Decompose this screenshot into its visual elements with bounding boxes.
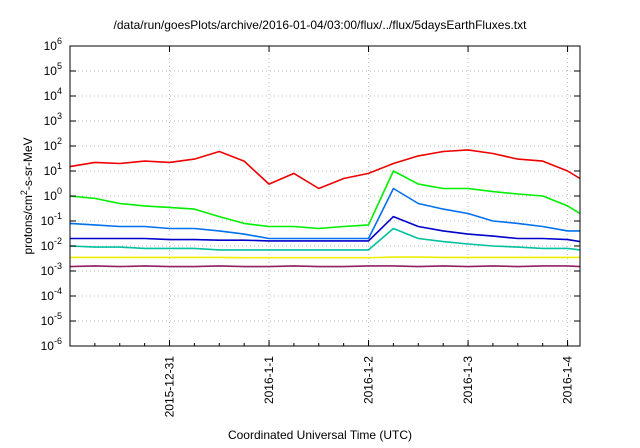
chart-title: /data/run/goesPlots/archive/2016-01-04/0… (113, 18, 527, 32)
x-tick-label: 2016-1-2 (362, 356, 376, 404)
x-tick-label: 2016-1-3 (461, 356, 475, 404)
y-tick-label: 102 (44, 136, 62, 153)
x-axis-label: Coordinated Universal Time (UTC) (227, 428, 413, 442)
ticks: 10-6 10-5 10-4 10-3 10-2 10-1 100 101 102 103 104 1… (41, 36, 580, 417)
y-tick-label: 10-6 (41, 336, 62, 353)
x-tick-label: 2016-1-1 (262, 356, 276, 404)
x-tick-label: 2015-12-31 (163, 356, 177, 418)
y-tick-label: 105 (44, 61, 62, 78)
y-tick-label: 10-2 (41, 236, 62, 253)
series-line-4 (70, 215, 581, 243)
series-line-1 (69, 149, 581, 190)
series-line-3 (69, 187, 580, 240)
series-line-5 (69, 227, 581, 251)
grid (70, 45, 580, 347)
y-tick-label: 10-5 (41, 311, 62, 328)
y-axis-label: protons/cm2-s-sr-MeV (19, 137, 35, 254)
y-tick-label: 10-1 (41, 211, 62, 228)
y-tick-label: 101 (44, 161, 62, 178)
series-line-6 (70, 256, 580, 259)
y-tick-label: 100 (44, 186, 62, 203)
y-tick-label: 104 (44, 86, 62, 103)
y-tick-label: 106 (44, 36, 62, 53)
series-line-2 (69, 170, 581, 230)
series-line-7 (69, 265, 581, 268)
y-tick-label: 103 (44, 111, 62, 128)
series-group (69, 149, 581, 268)
y-tick-label: 10-4 (41, 286, 62, 303)
y-tick-label: 10-3 (41, 261, 62, 278)
x-tick-label: 2016-1-4 (561, 356, 575, 404)
